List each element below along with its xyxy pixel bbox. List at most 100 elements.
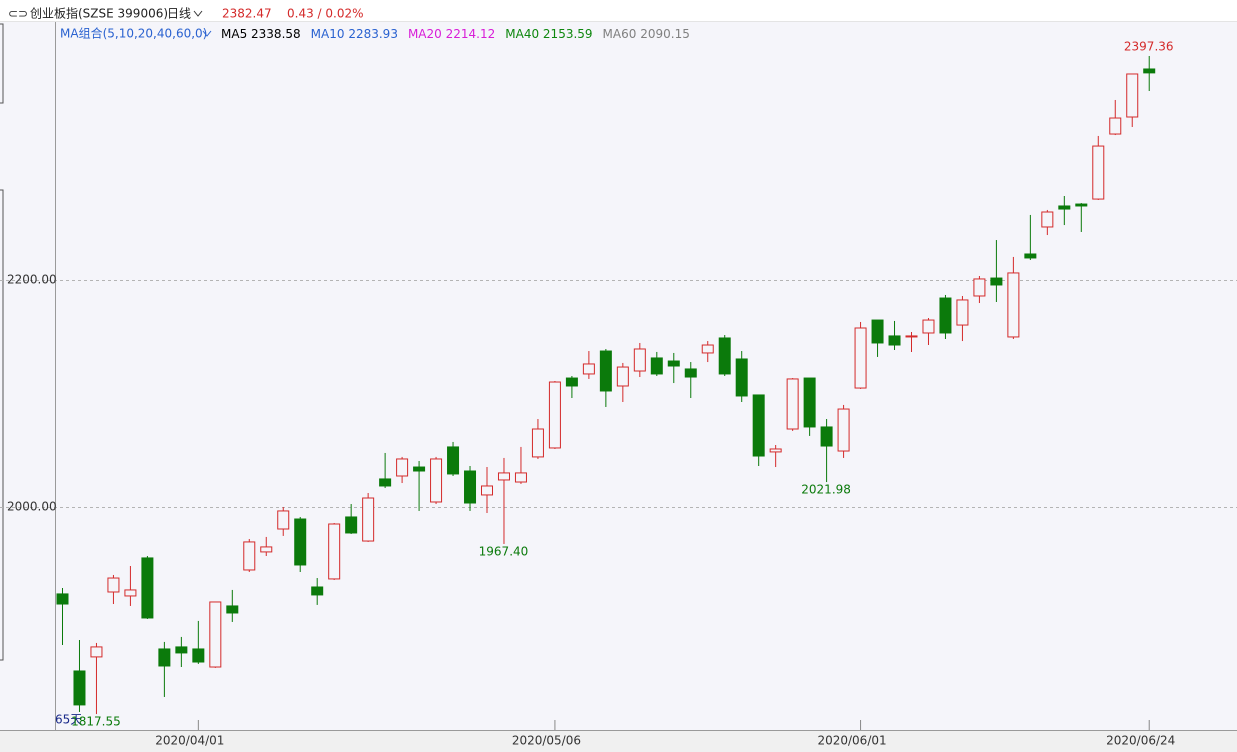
candle-body <box>837 408 850 452</box>
candle-body <box>497 472 510 481</box>
period-label[interactable]: 日线 <box>167 7 191 21</box>
candle-body <box>956 299 969 326</box>
candle-body <box>396 458 409 477</box>
candle-body <box>1024 253 1037 259</box>
last-price: 2382.47 <box>222 7 272 21</box>
candle-body <box>786 378 799 430</box>
dropdown-arrow[interactable] <box>202 30 212 37</box>
candle-body <box>413 466 426 472</box>
candle-body <box>803 377 816 428</box>
days-label: 65天 <box>55 713 82 727</box>
toolbar <box>0 0 1237 22</box>
candle-body <box>871 319 884 344</box>
candle-body <box>514 472 527 483</box>
candle-body <box>1126 73 1139 118</box>
instrument-title: 创业板指(SZSE 399006) <box>30 6 168 21</box>
extreme-label: 1967.40 <box>479 544 529 558</box>
link-icon: ⊂⊃ <box>8 7 28 21</box>
candle-body <box>192 648 205 663</box>
candle-body <box>769 448 782 453</box>
x-tick-label: 2020/05/06 <box>512 734 581 748</box>
price-change: 0.43 / 0.02% <box>287 7 364 21</box>
candle-body <box>379 478 392 487</box>
ma-value: 2283.93 <box>348 27 398 41</box>
ma-group-dropdown[interactable]: MA组合(5,10,20,40,60,0) <box>60 26 212 41</box>
candle-body <box>1143 68 1156 74</box>
candle-body <box>311 586 324 596</box>
candle-body <box>124 589 137 597</box>
ma-value: 2214.12 <box>446 27 496 41</box>
candle-body <box>107 577 120 593</box>
ma-legend-entry: MA40 2153.59 <box>505 27 592 41</box>
candle-body <box>56 593 69 605</box>
candle-body <box>90 646 103 658</box>
candle-body <box>582 363 595 375</box>
y-tick-label: 2200.00 <box>7 272 57 286</box>
candle-body <box>447 446 460 475</box>
ma-legend-entry: MA10 2283.93 <box>311 27 398 41</box>
side-bracket <box>0 23 4 661</box>
ma-value: 2153.59 <box>543 27 593 41</box>
candle-body <box>1058 205 1071 210</box>
candle-body <box>854 327 867 389</box>
candle-body <box>260 546 273 553</box>
candle-body <box>531 428 544 458</box>
x-tick-label: 2020/04/01 <box>155 734 224 748</box>
candle-body <box>650 357 663 375</box>
candle-body <box>362 497 375 542</box>
x-tick-label: 2020/06/01 <box>817 734 886 748</box>
candle-body <box>922 319 935 334</box>
candle-body <box>175 646 188 654</box>
candle-body <box>939 297 952 334</box>
candle-body <box>1092 145 1105 200</box>
candle-body <box>1007 272 1020 338</box>
candle-body <box>548 381 561 449</box>
ma-value: 2090.15 <box>640 27 690 41</box>
x-axis-bg <box>0 730 1237 752</box>
candle-body <box>888 335 901 346</box>
candle-body <box>1075 203 1088 207</box>
candle-body <box>430 458 443 503</box>
candle-body <box>633 348 646 372</box>
candle-body <box>905 335 918 338</box>
candle-body <box>1041 211 1054 228</box>
ma-group-label[interactable]: MA组合(5,10,20,40,60,0) <box>60 26 207 41</box>
candle-body <box>565 377 578 387</box>
candle-body <box>752 394 765 457</box>
extreme-label: 1817.55 <box>71 715 121 729</box>
extreme-label: 2397.36 <box>1124 39 1174 53</box>
ma-legend-entry: MA60 2090.15 <box>603 27 690 41</box>
candle-body <box>277 510 290 530</box>
candle-body <box>735 358 748 397</box>
candle-body <box>701 344 714 354</box>
dropdown-arrow[interactable] <box>193 10 203 17</box>
ma-value: 2338.58 <box>251 27 301 41</box>
candle-body <box>158 648 171 667</box>
candle-body <box>973 278 986 297</box>
ma-name: MA60 <box>603 27 637 41</box>
candle-body <box>599 350 612 392</box>
candle-body <box>990 277 1003 286</box>
ma-name: MA10 <box>311 27 345 41</box>
x-tick-label: 2020/06/24 <box>1106 734 1175 748</box>
period-dropdown[interactable]: 日线 <box>167 7 203 21</box>
ma-name: MA20 <box>408 27 442 41</box>
candle-body <box>226 605 239 614</box>
ma-name: MA5 <box>221 27 247 41</box>
candle-body <box>141 557 154 619</box>
candle-body <box>294 518 307 566</box>
candle-body <box>481 485 493 496</box>
candle-body <box>209 601 222 668</box>
candle-body <box>667 360 680 367</box>
candle-body <box>684 368 697 378</box>
extreme-label: 2021.98 <box>801 483 851 497</box>
candle-body <box>328 523 341 580</box>
y-tick-label: 2000.00 <box>7 499 57 513</box>
candle-body <box>243 541 256 571</box>
candle-body <box>73 670 86 706</box>
ma-name: MA40 <box>505 27 539 41</box>
ma-legend-entry: MA20 2214.12 <box>408 27 495 41</box>
candle-body <box>616 366 629 387</box>
